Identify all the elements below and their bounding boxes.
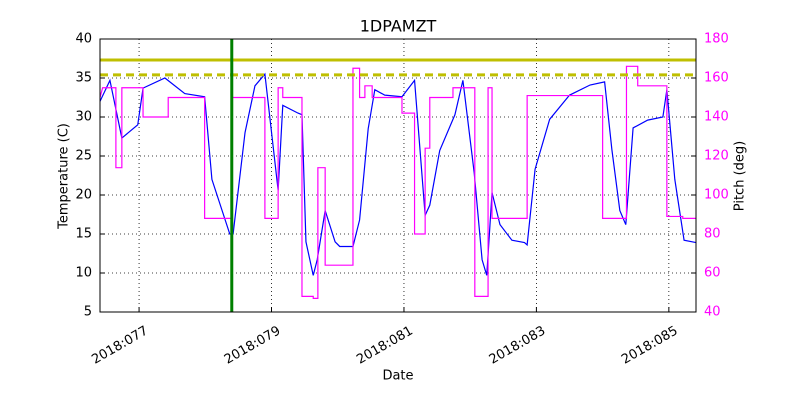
y-tick-label: 30 xyxy=(75,110,92,125)
x-axis-label: Date xyxy=(382,369,413,384)
y2-tick-label: 100 xyxy=(704,188,729,203)
y2-axis-label: Pitch (deg) xyxy=(733,141,748,211)
data-line xyxy=(99,65,696,299)
y2-tick-label: 40 xyxy=(704,305,721,320)
plot-frame xyxy=(99,38,697,313)
y-tick-label: 25 xyxy=(75,149,92,164)
y-axis-label: Temperature (C) xyxy=(57,123,72,230)
y2-tick-label: 60 xyxy=(704,266,721,281)
y-tick-label: 15 xyxy=(75,227,92,242)
y-tick-label: 35 xyxy=(75,71,92,86)
y-tick-label: 20 xyxy=(75,188,92,203)
y2-tick-label: 140 xyxy=(704,110,729,125)
y-tick-label: 10 xyxy=(75,266,92,281)
y-tick-label: 40 xyxy=(75,32,92,47)
chart-title: 1DPAMZT xyxy=(360,17,437,36)
y2-tick-label: 120 xyxy=(704,149,729,164)
y2-tick-label: 180 xyxy=(704,32,729,47)
y2-tick-label: 80 xyxy=(704,227,721,242)
y2-tick-label: 160 xyxy=(704,71,729,86)
y-tick-label: 5 xyxy=(84,305,92,320)
